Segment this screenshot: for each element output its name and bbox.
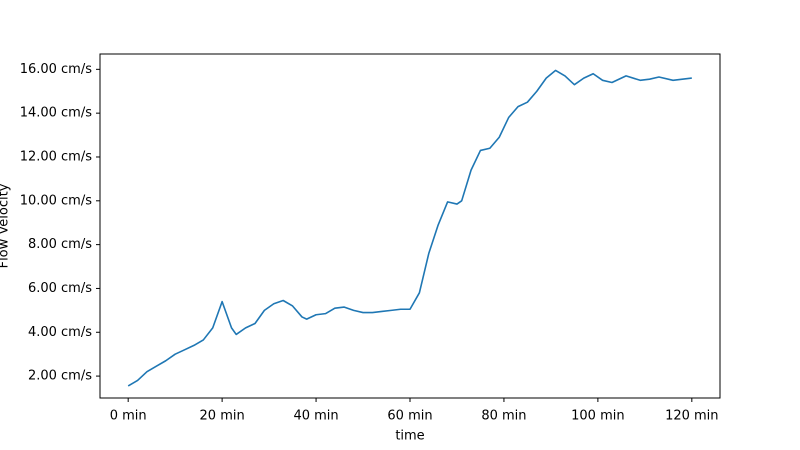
- y-tick-label: 8.00 cm/s: [28, 237, 92, 252]
- x-tick-label: 40 min: [293, 409, 338, 424]
- y-axis-label: Flow Velocity: [0, 183, 12, 268]
- y-tick-label: 14.00 cm/s: [20, 106, 93, 121]
- data-line: [127, 69, 692, 387]
- y-tick-label: 4.00 cm/s: [28, 325, 92, 340]
- x-tick-label: 0 min: [110, 409, 147, 424]
- y-tick-label: 2.00 cm/s: [28, 369, 92, 384]
- x-tick-label: 20 min: [200, 409, 245, 424]
- x-axis-label: time: [395, 429, 424, 444]
- x-tick-label: 60 min: [387, 409, 432, 424]
- y-tick-label: 10.00 cm/s: [20, 193, 93, 208]
- y-tick-label: 6.00 cm/s: [28, 281, 92, 296]
- y-tick-label: 12.00 cm/s: [20, 149, 93, 164]
- x-tick-label: 120 min: [665, 409, 718, 424]
- y-tick-label: 16.00 cm/s: [20, 62, 93, 77]
- x-tick-label: 80 min: [481, 409, 526, 424]
- x-tick-label: 100 min: [571, 409, 624, 424]
